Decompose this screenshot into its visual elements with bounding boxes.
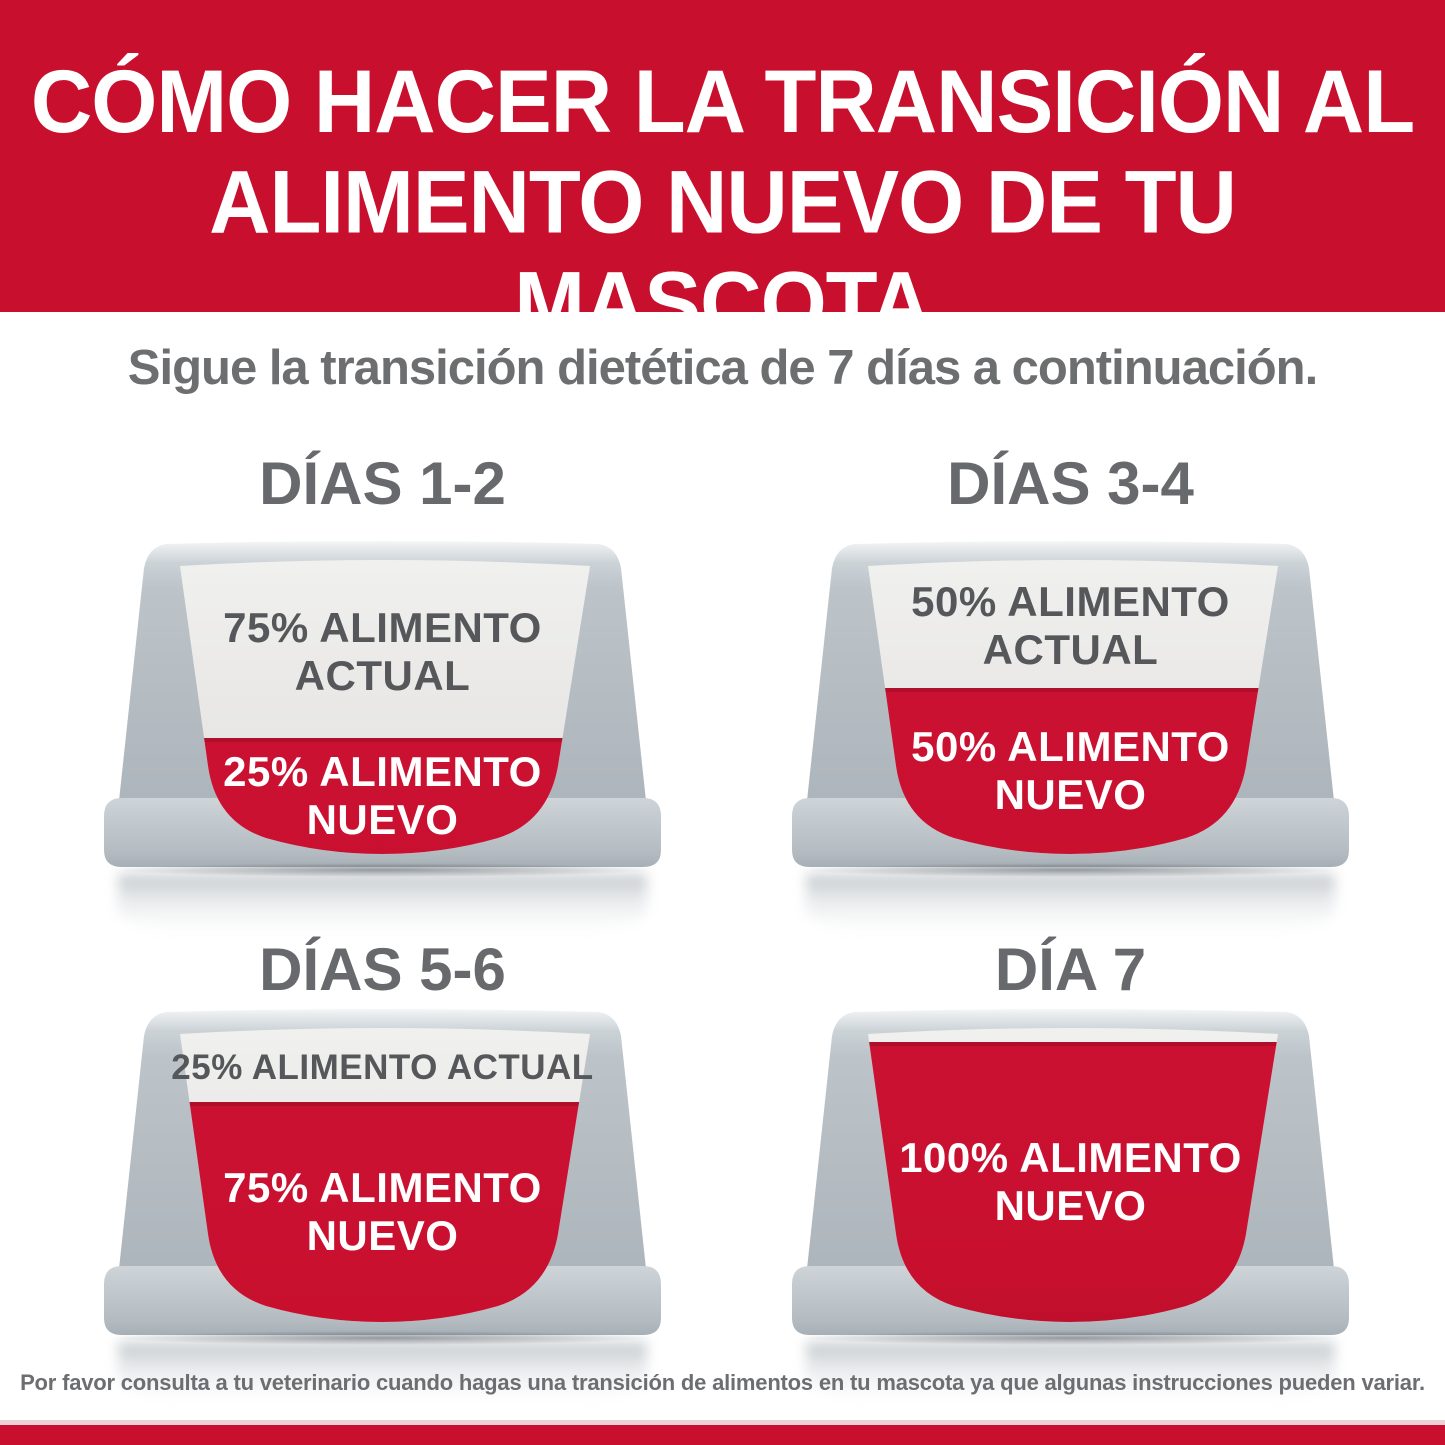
current-food-label-line1: 75% ALIMENTO (223, 604, 542, 651)
new-food-label: 100% ALIMENTO NUEVO (788, 1134, 1353, 1230)
bowl-days-1-2: 75% ALIMENTO ACTUAL 25% ALIMENTO NUEVO (100, 540, 665, 942)
bowl-title-days-1-2: DÍAS 1-2 (259, 450, 506, 517)
current-food-label-line2: ACTUAL (294, 652, 471, 699)
bowl-days-5-6: 25% ALIMENTO ACTUAL 75% ALIMENTO NUEVO (100, 1008, 665, 1410)
new-food-top-shadow (868, 1042, 1278, 1046)
new-food-label-line2: NUEVO (994, 1182, 1147, 1229)
bowl-title-day-7: DÍA 7 (994, 936, 1147, 1003)
bowl-contact-shadow (114, 1331, 650, 1345)
bowl-graphic (104, 1009, 661, 1345)
new-food-area (180, 1102, 590, 1322)
new-food-label-line2: NUEVO (994, 771, 1147, 818)
new-food-label-line1: 100% ALIMENTO (899, 1134, 1242, 1181)
new-food-label: 25% ALIMENTO NUEVO (100, 748, 665, 844)
bowl-days-3-4: 50% ALIMENTO ACTUAL 50% ALIMENTO NUEVO (788, 540, 1353, 942)
bowl-contact-shadow (802, 863, 1338, 877)
bowl-graphic (104, 541, 661, 877)
bowl-reflection (118, 1342, 647, 1410)
bowl-title-days-3-4: DÍAS 3-4 (947, 450, 1194, 517)
new-food-label-line1: 50% ALIMENTO (911, 723, 1230, 770)
new-food-area (868, 688, 1278, 854)
current-food-label: 50% ALIMENTO ACTUAL (788, 578, 1353, 674)
bowl-day-7: 100% ALIMENTO NUEVO (788, 1008, 1353, 1410)
new-food-label-line1: 75% ALIMENTO (223, 1164, 542, 1211)
new-food-label: 75% ALIMENTO NUEVO (100, 1164, 665, 1260)
bowl-reflection (806, 1342, 1335, 1410)
current-food-label: 25% ALIMENTO ACTUAL (100, 1048, 665, 1088)
new-food-top-shadow (868, 688, 1278, 692)
current-food-label-line1: 50% ALIMENTO (911, 578, 1230, 625)
page-title: CÓMO HACER LA TRANSICIÓN AL ALIMENTO NUE… (0, 52, 1445, 354)
bowl-graphic (792, 1009, 1349, 1345)
new-food-label-line1: 25% ALIMENTO (223, 748, 542, 795)
bowl-contact-shadow (114, 863, 650, 877)
new-food-area (868, 1042, 1278, 1322)
bottom-accent-line (0, 1420, 1445, 1425)
bowl-reflection (806, 874, 1335, 942)
new-food-label-line2: NUEVO (306, 1212, 459, 1259)
page-title-line2: ALIMENTO NUEVO DE TU MASCOTA (209, 152, 1237, 354)
current-food-label: 75% ALIMENTO ACTUAL (100, 604, 665, 700)
new-food-top-shadow (180, 738, 590, 742)
header-banner: CÓMO HACER LA TRANSICIÓN AL ALIMENTO NUE… (0, 0, 1445, 353)
new-food-label-line2: NUEVO (306, 796, 459, 843)
current-food-label-line1: 25% ALIMENTO ACTUAL (171, 1048, 594, 1087)
bowl-graphic (792, 541, 1349, 877)
bowl-title-days-5-6: DÍAS 5-6 (259, 936, 506, 1003)
bottom-red-bar (0, 1425, 1445, 1445)
veterinarian-disclaimer: Por favor consulta a tu veterinario cuan… (20, 1370, 1425, 1395)
current-food-label-line2: ACTUAL (982, 626, 1159, 673)
page-title-line1: CÓMO HACER LA TRANSICIÓN AL (30, 52, 1415, 152)
subtitle: Sigue la transición dietética de 7 días … (127, 341, 1318, 395)
new-food-top-shadow (180, 1102, 590, 1106)
new-food-label: 50% ALIMENTO NUEVO (788, 723, 1353, 819)
bowl-reflection (118, 874, 647, 942)
bowl-contact-shadow (802, 1331, 1338, 1345)
